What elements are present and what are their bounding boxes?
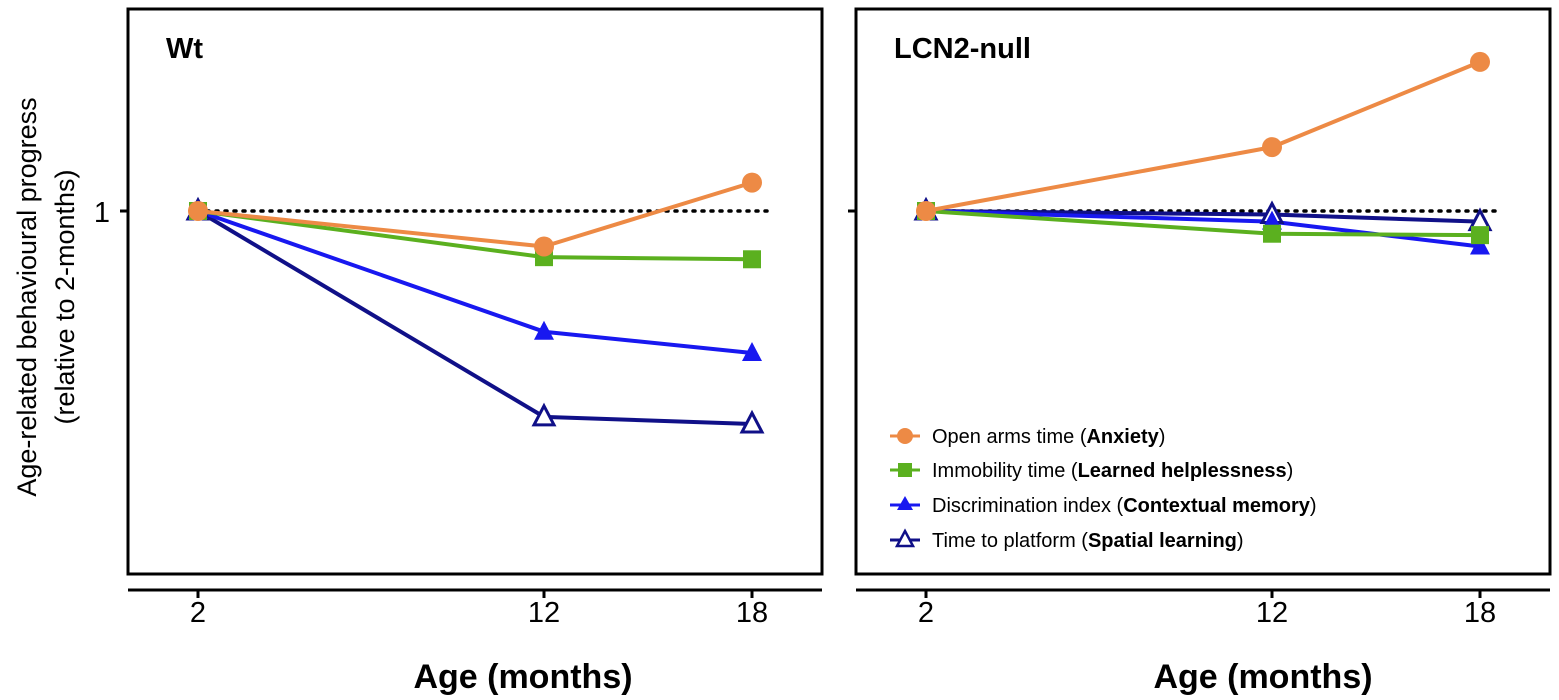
legend-label: Time to platform (Spatial learning) — [932, 530, 1244, 552]
panel-wt: 1 2 12 18 Age (months) Wt — [94, 7, 824, 696]
legend-measure: Time to platform — [932, 530, 1076, 552]
plot-area-lcn2-null — [913, 51, 1497, 255]
x-tick-label: 12 — [528, 597, 560, 629]
legend-condition: Contextual memory — [1123, 495, 1311, 517]
plot-area-wt — [185, 172, 769, 434]
legend: Open arms time (Anxiety) Immobility time… — [890, 426, 1317, 552]
data-point-square — [1471, 226, 1489, 245]
data-point-open-triangle — [739, 409, 765, 434]
series-line-open-arms — [925, 60, 1481, 213]
x-tick-label: 2 — [190, 597, 206, 629]
series-line-discrimination — [197, 209, 753, 355]
legend-marker-square — [898, 463, 912, 477]
legend-measure: Open arms time — [932, 426, 1074, 448]
panel-wt-frame — [126, 7, 824, 576]
data-point-triangle — [1470, 235, 1490, 255]
data-point-open-triangle — [531, 402, 557, 427]
x-tick-label: 2 — [918, 597, 934, 629]
y-tick-label: 1 — [94, 197, 110, 229]
data-point-circle — [742, 172, 762, 193]
legend-item-discrimination: Discrimination index (Contextual memory) — [890, 495, 1317, 517]
data-point-triangle — [742, 342, 762, 361]
x-tick-label: 18 — [1464, 597, 1496, 629]
legend-item-immobility: Immobility time (Learned helplessness) — [890, 460, 1293, 482]
data-point-circle — [1470, 51, 1490, 72]
legend-marker-circle — [897, 428, 913, 444]
panel-title: LCN2-null — [894, 33, 1031, 65]
legend-label: Open arms time (Anxiety) — [932, 426, 1165, 448]
series-line-platform — [196, 209, 753, 426]
x-tick-label: 12 — [1256, 597, 1288, 629]
panel-lcn2-frame — [854, 7, 1552, 576]
data-point-circle — [916, 201, 936, 221]
legend-item-open-arms: Open arms time (Anxiety) — [890, 426, 1165, 448]
y-axis-title: Age-related behavioural progress (relati… — [12, 97, 80, 496]
panel-lcn2-null: 2 12 18 Age (months) LCN2-null Open arms… — [848, 7, 1552, 696]
data-point-square — [1263, 224, 1281, 243]
data-point-triangle — [534, 320, 554, 340]
legend-item-platform: Time to platform (Spatial learning) — [890, 528, 1244, 552]
data-point-circle — [1262, 137, 1282, 158]
legend-measure: Discrimination index — [932, 495, 1111, 517]
panel-title: Wt — [166, 33, 203, 65]
legend-label: Discrimination index (Contextual memory) — [932, 495, 1317, 517]
legend-marker-open-triangle — [894, 528, 916, 548]
series-line-open-arms — [197, 180, 753, 249]
data-point-circle — [534, 236, 554, 257]
x-tick-label: 18 — [736, 597, 768, 629]
x-axis-title: Age (months) — [1153, 658, 1372, 696]
legend-condition: Spatial learning — [1088, 530, 1237, 552]
data-point-square — [743, 250, 761, 269]
legend-measure: Immobility time — [932, 460, 1065, 482]
legend-marker-triangle — [897, 496, 913, 510]
y-axis-title-line2: (relative to 2-months) — [50, 169, 80, 424]
legend-label: Immobility time (Learned helplessness) — [932, 460, 1293, 482]
data-point-circle — [188, 201, 208, 221]
x-axis-title: Age (months) — [413, 658, 632, 696]
legend-condition: Learned helplessness — [1078, 460, 1287, 482]
y-axis-title-line1: Age-related behavioural progress — [12, 97, 42, 496]
legend-condition: Anxiety — [1086, 426, 1159, 448]
